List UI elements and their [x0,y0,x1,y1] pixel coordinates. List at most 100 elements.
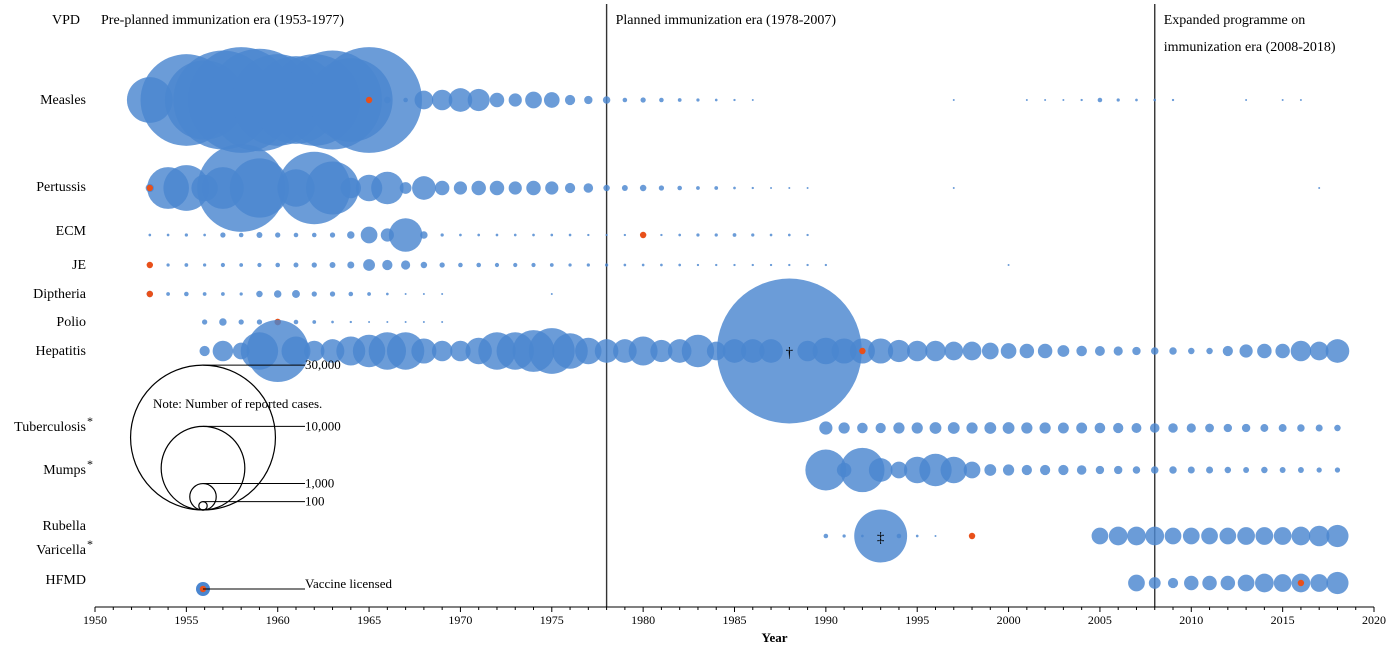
bubble-point [842,534,846,538]
legend-circle-label: 30,000 [305,357,341,372]
bubble-point [1057,422,1069,434]
bubble-point [583,183,594,193]
bubble-point [422,321,425,323]
bubble-point [769,263,773,267]
bubble-point [769,233,773,237]
bubble-point [1291,526,1311,546]
bubble-point [458,262,463,268]
bubble-point [329,232,336,238]
bubble-point [628,336,658,366]
bubble-point [751,99,754,101]
bubble-point [239,292,243,296]
bubble-point [1097,97,1103,103]
bubble-point [1025,99,1028,101]
era-label: Planned immunization era (1978-2007) [616,13,837,28]
bubble-point [495,233,499,237]
bubble-point [1237,527,1255,545]
bubble-point [440,233,444,237]
bubble-point [431,340,453,362]
bubble-point [623,263,627,267]
bubble-point [404,321,407,323]
bubble-point [981,342,999,360]
bubble-point [947,422,960,434]
bubble-point [281,336,311,366]
bubble-point [1309,341,1329,361]
bubble-point [806,187,809,189]
era-label: immunization era (2008-2018) [1164,40,1336,55]
bubble-point [312,320,317,324]
row-label: Pertussis [36,180,86,195]
bubble-point [293,232,299,238]
bubble-point [1201,527,1218,545]
bubble-point [1171,98,1175,102]
bubble-point [715,263,718,267]
bubble-point [386,332,425,370]
bubble-point [640,97,646,103]
bubble-point [797,340,818,362]
x-tick-label: 1980 [631,613,655,627]
bubble-point [256,319,263,325]
bubble-point [221,292,225,296]
bubble-point [564,94,576,106]
bubble-point [857,422,868,434]
bubble-point [1241,423,1251,433]
bubble-point [1334,467,1341,473]
x-tick-label: 1965 [357,613,381,627]
bubble-point [770,187,773,189]
bubble-point [403,97,408,103]
bubble-point [1202,575,1217,591]
bubble-point [532,233,535,237]
legend-circle-label: 10,000 [305,418,341,433]
bubble-point [201,319,208,325]
footnote-symbol: ‡ [877,530,885,546]
bubble-point [1145,526,1165,546]
bubble-point [623,233,627,237]
row-label: Tuberculosis [14,420,86,435]
vaccine-marker [968,532,976,540]
bubble-point [1169,466,1177,474]
x-tick-label: 1960 [266,613,290,627]
bubble-point [887,339,911,363]
bubble-point [508,181,522,195]
bubble-point [1128,574,1145,592]
bubble-point [622,97,628,103]
bubble-point [1114,465,1123,475]
bubble-point [489,180,505,196]
bubble-point [550,233,554,237]
bubble-point [1206,347,1213,355]
vaccine-marker [146,261,154,269]
bubble-point [1169,347,1177,355]
bubble-point [1127,526,1146,546]
bubble-point [906,340,928,362]
bubble-point [962,341,982,361]
x-axis-title: Year [762,630,788,645]
bubble-point [1186,423,1196,433]
bubble-point [246,319,309,383]
row-label: Diptheria [33,287,87,302]
bubble-point [659,97,664,103]
bubble-point [349,320,352,324]
bubble-point [340,177,362,199]
bubble-point [531,262,536,268]
bubble-point [1135,98,1138,102]
row-label: Polio [56,315,86,330]
bubble-point [348,291,354,297]
bubble-point [441,293,444,295]
bubble-point [1007,264,1010,266]
bubble-point [1273,527,1292,545]
bubble-point [940,456,967,484]
bubble-point [696,263,700,267]
vaccine-marker [1297,579,1305,587]
era-label: Pre-planned immunization era (1953-1977) [101,13,344,28]
x-tick-label: 1975 [540,613,564,627]
x-tick-label: 1990 [814,613,838,627]
bubble-point [1219,527,1237,545]
bubble-point [275,262,281,268]
bubble-point [1279,467,1286,473]
bubble-point [984,464,997,476]
bubble-point [420,231,428,239]
bubble-point [678,233,682,237]
bubble-point [934,535,937,537]
bubble-point [587,233,590,237]
header-label: VPD [52,13,80,28]
